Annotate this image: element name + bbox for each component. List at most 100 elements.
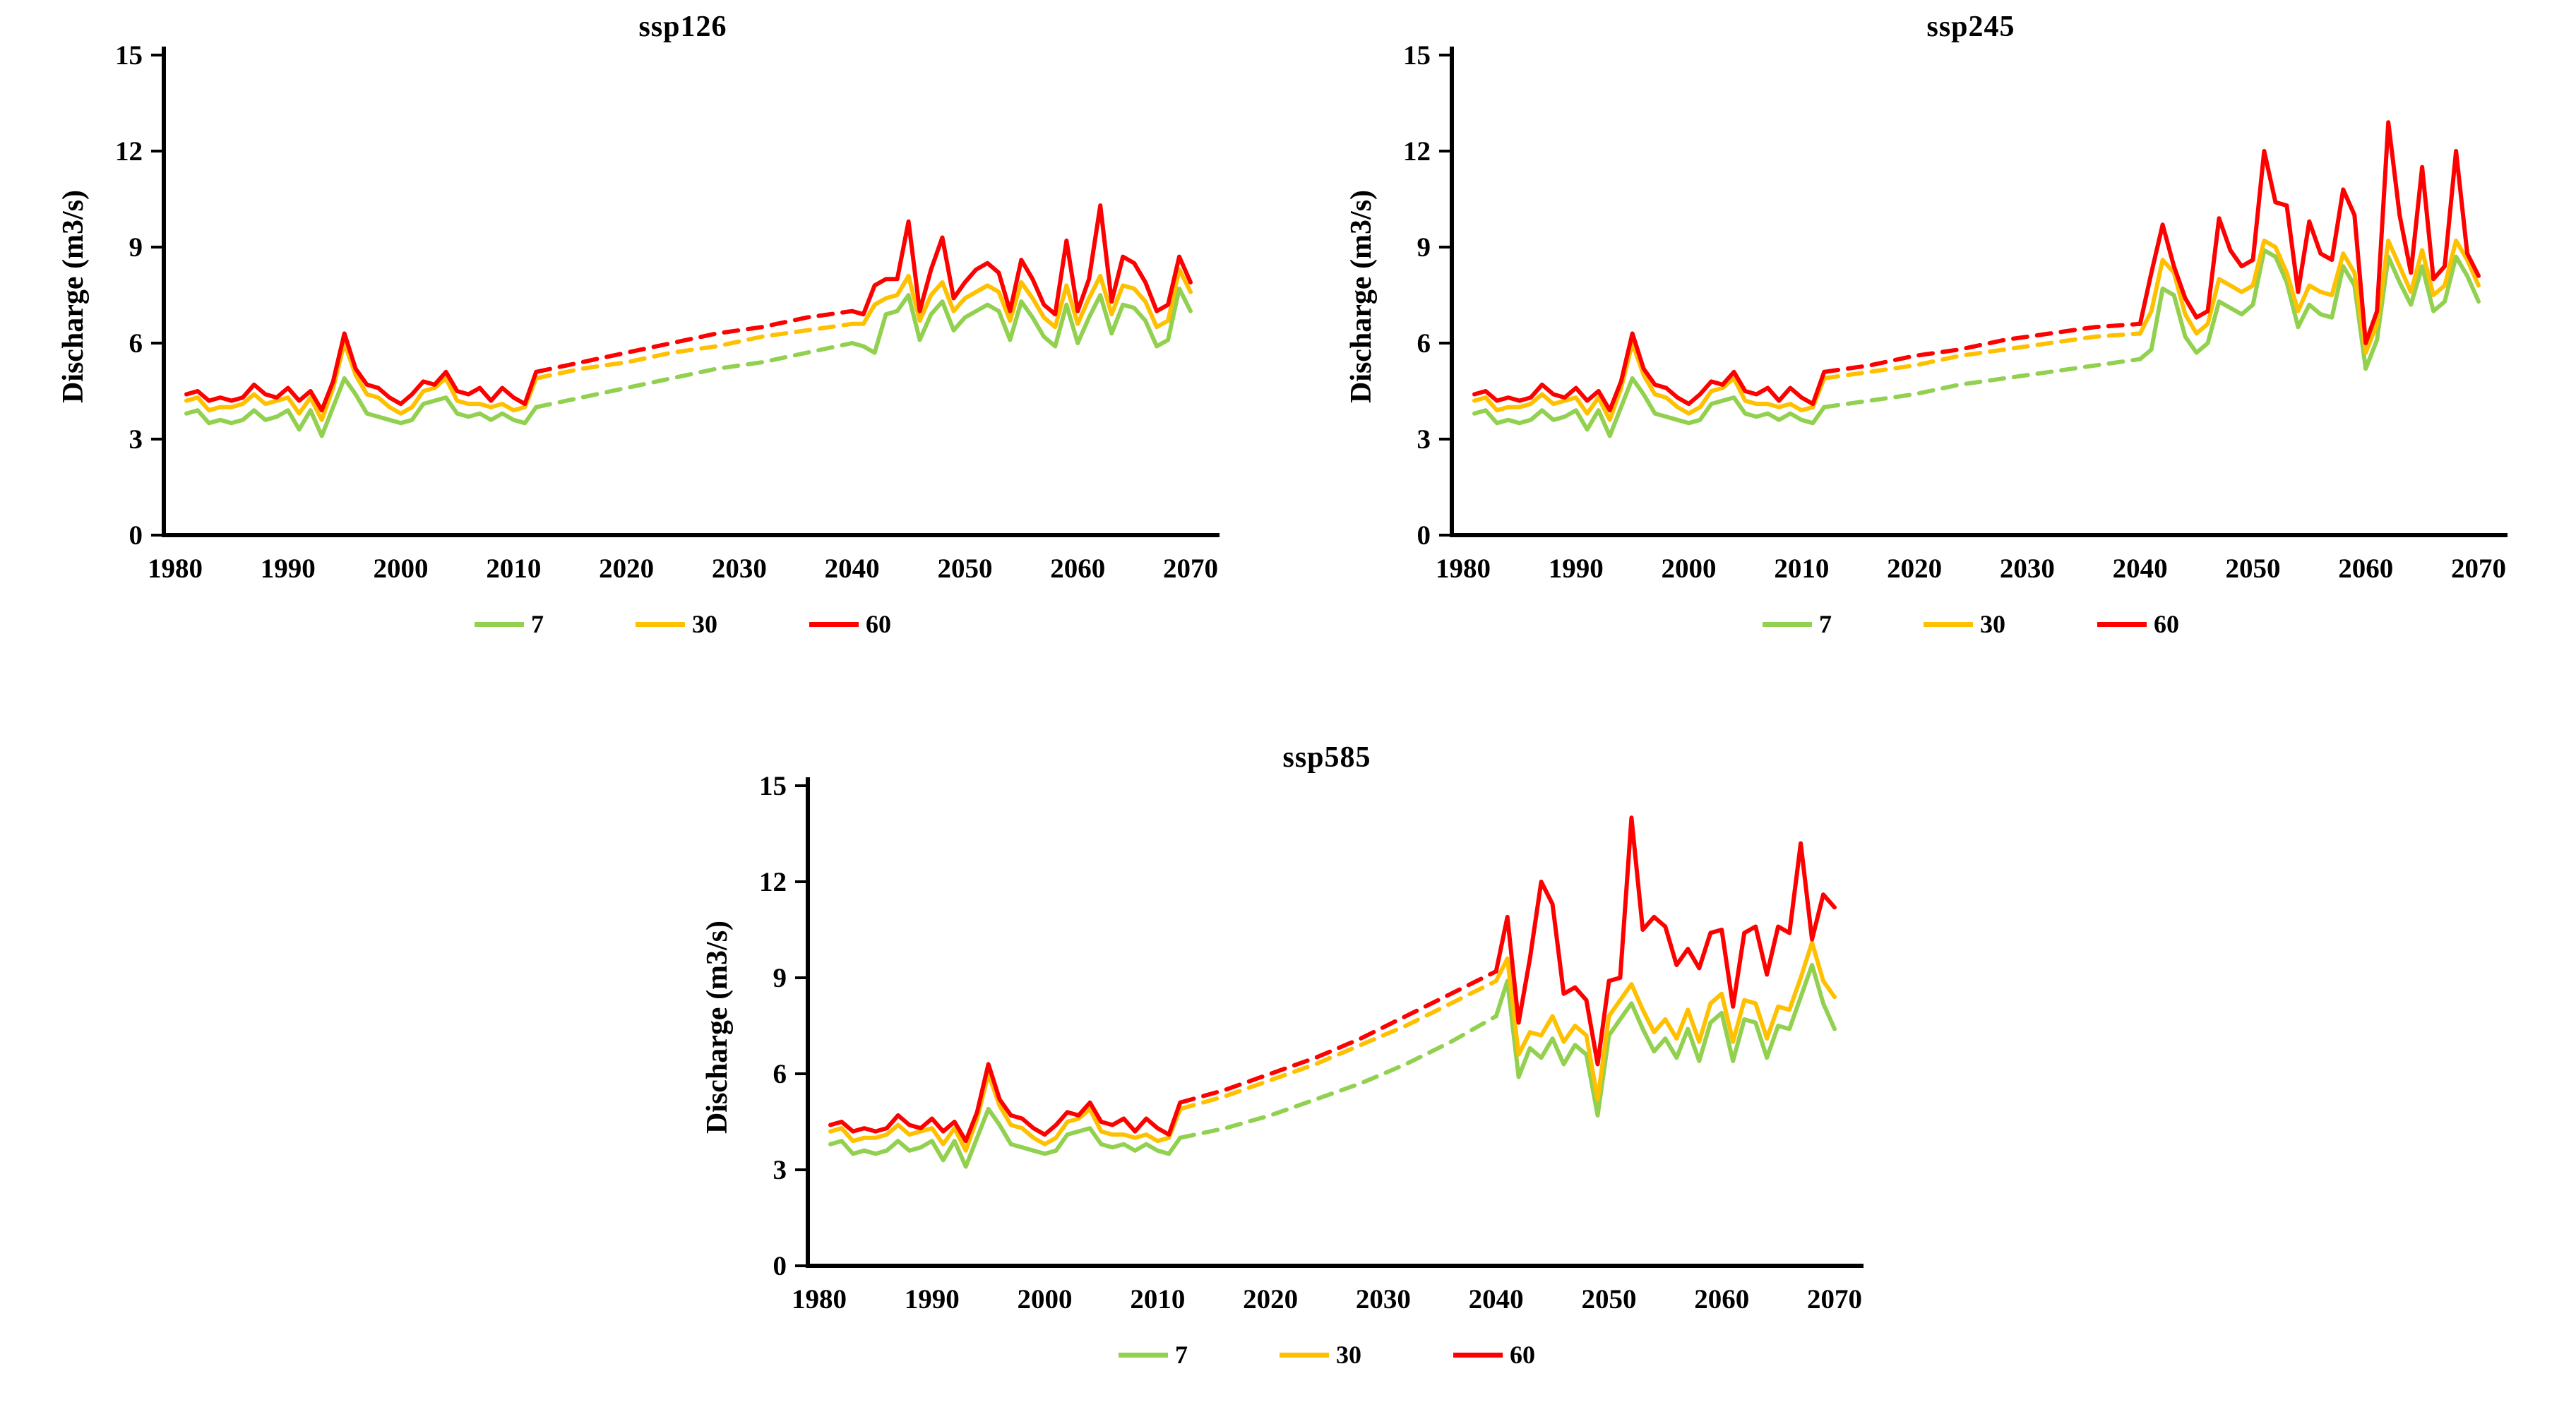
series-7-projection-gap-line: [1178, 1014, 1498, 1140]
y-tick-label: 9: [129, 232, 143, 263]
y-axis-title: Discharge (m3/s): [1345, 189, 1378, 404]
series-30-future-line: [2137, 238, 2481, 355]
x-tick-label: 1990: [1549, 553, 1604, 584]
legend-item-60: 60: [809, 611, 891, 637]
y-axis-title: Discharge (m3/s): [701, 920, 734, 1134]
legend-item-7: 7: [475, 611, 544, 637]
y-tick-label: 0: [1417, 520, 1431, 551]
legend-item-7: 7: [1119, 1342, 1188, 1367]
legend-label-7: 7: [1175, 1341, 1188, 1369]
chart-ssp585: ssp585 Discharge (m3/s) 0 3 6 9 12 15 1980 1990…: [688, 736, 1888, 1400]
legend-item-7: 7: [1763, 611, 1832, 637]
x-tick-label: 1990: [261, 553, 316, 584]
x-tick-label: 2030: [1356, 1284, 1411, 1315]
x-tick-label: 2060: [1694, 1284, 1749, 1315]
legend-label-60: 60: [2154, 610, 2179, 638]
x-tick-label: 2020: [1887, 553, 1942, 584]
legend-label-7: 7: [531, 610, 544, 638]
x-tick-label: 2020: [599, 553, 654, 584]
bottom-row: ssp585 Discharge (m3/s) 0 3 6 9 12 15 1980 1990…: [0, 736, 2576, 1400]
chart-legend-ssp245: 7 30 60: [1371, 611, 2571, 637]
y-tick-label: 12: [759, 867, 787, 897]
chart-title-ssp126: ssp126: [638, 11, 727, 43]
x-tick-label: 2070: [1163, 553, 1218, 584]
legend-label-30: 30: [1980, 610, 2005, 638]
x-tick-label: 2030: [712, 553, 767, 584]
chart-ssp245: ssp245 Discharge (m3/s) 0 3 6 9 12 15 1980 1990…: [1332, 6, 2532, 669]
cell-ssp245: ssp245 Discharge (m3/s) 0 3 6 9 12 15 1980 1990…: [1288, 6, 2576, 669]
y-tick-label: 6: [1417, 328, 1431, 359]
chart-plot-ssp245: 0 3 6 9 12 15 1980 1990 2000 2010 2020 2030 2040 2050…: [1403, 40, 2508, 584]
legend-swatch-7: [1763, 621, 1812, 627]
y-tick-label: 15: [759, 771, 787, 801]
legend-label-7: 7: [1819, 610, 1832, 638]
x-tick-label: 1980: [1436, 553, 1491, 584]
x-tick-label: 2040: [825, 553, 880, 584]
x-tick-label: 2050: [2225, 553, 2280, 584]
y-tick-label: 15: [1403, 40, 1431, 71]
x-tick-label: 1980: [792, 1284, 847, 1315]
chart-title-ssp585: ssp585: [1282, 741, 1371, 774]
legend-item-30: 30: [636, 611, 717, 637]
x-tick-label: 2010: [1130, 1284, 1185, 1315]
x-tick-label: 1990: [905, 1284, 960, 1315]
x-tick-label: 2030: [2000, 553, 2055, 584]
series-30-future-line: [849, 267, 1193, 330]
y-tick-label: 0: [129, 520, 143, 551]
legend-item-60: 60: [1453, 1342, 1535, 1367]
legend-item-30: 30: [1280, 1342, 1361, 1367]
legend-item-60: 60: [2097, 611, 2179, 637]
series-7-future-line: [1493, 962, 1837, 1118]
legend-swatch-60: [2097, 621, 2147, 627]
x-tick-label: 2040: [1469, 1284, 1524, 1315]
series-30-historical-line: [1472, 341, 1827, 422]
x-tick-label: 2020: [1243, 1284, 1298, 1315]
legend-swatch-30: [1924, 621, 1973, 627]
series-60-future-line: [2137, 120, 2481, 345]
x-tick-label: 2010: [486, 553, 541, 584]
x-tick-label: 2070: [2451, 553, 2506, 584]
series-7-historical-line: [828, 1106, 1183, 1169]
chart-legend-ssp585: 7 30 60: [727, 1342, 1927, 1367]
top-row: ssp126 Discharge (m3/s) 0 3 6 9 12 15 1980 1990…: [0, 0, 2576, 669]
legend-swatch-60: [1453, 1352, 1503, 1358]
chart-ssp126: ssp126 Discharge (m3/s) 0 3 6 9 12 15 1980 1990…: [44, 6, 1244, 669]
legend-label-60: 60: [866, 610, 891, 638]
y-tick-label: 9: [1417, 232, 1431, 263]
series-7-historical-line: [184, 376, 539, 438]
y-tick-label: 3: [773, 1155, 787, 1185]
cell-ssp126: ssp126 Discharge (m3/s) 0 3 6 9 12 15 1980 1990…: [0, 6, 1288, 669]
chart-plot-ssp585: 0 3 6 9 12 15 1980 1990 2000 2010 2020 2030 2040 2050…: [759, 771, 1864, 1315]
series-30-projection-gap-line: [1822, 331, 2142, 381]
x-tick-label: 2000: [1662, 553, 1717, 584]
y-tick-label: 9: [773, 963, 787, 993]
chart-legend-ssp126: 7 30 60: [83, 611, 1283, 637]
y-tick-label: 0: [773, 1251, 787, 1281]
legend-swatch-60: [809, 621, 859, 627]
series-7-future-line: [849, 286, 1193, 355]
legend-swatch-7: [1119, 1352, 1168, 1358]
series-60-projection-gap-line: [534, 309, 854, 374]
series-60-historical-line: [828, 1062, 1183, 1144]
series-60-future-line: [1493, 815, 1837, 1067]
series-30-projection-gap-line: [534, 321, 854, 381]
series-7-historical-line: [1472, 376, 1827, 438]
legend-swatch-30: [636, 621, 685, 627]
series-30-projection-gap-line: [1178, 978, 1498, 1111]
legend-label-60: 60: [1510, 1341, 1535, 1369]
y-tick-label: 3: [1417, 424, 1431, 455]
y-tick-label: 12: [1403, 136, 1431, 167]
legend-swatch-7: [475, 621, 524, 627]
x-tick-label: 2000: [374, 553, 429, 584]
y-tick-label: 6: [773, 1059, 787, 1089]
legend-item-30: 30: [1924, 611, 2005, 637]
y-tick-label: 12: [115, 136, 143, 167]
x-tick-label: 2070: [1807, 1284, 1862, 1315]
y-axis-title: Discharge (m3/s): [57, 189, 90, 404]
x-tick-label: 2000: [1018, 1284, 1073, 1315]
chart-plot-ssp126: 0 3 6 9 12 15 1980 1990 2000 2010 2020 2030 2040 2050…: [115, 40, 1220, 584]
series-30-future-line: [1493, 940, 1837, 1102]
x-tick-label: 2060: [1050, 553, 1105, 584]
series-30-historical-line: [184, 341, 539, 422]
